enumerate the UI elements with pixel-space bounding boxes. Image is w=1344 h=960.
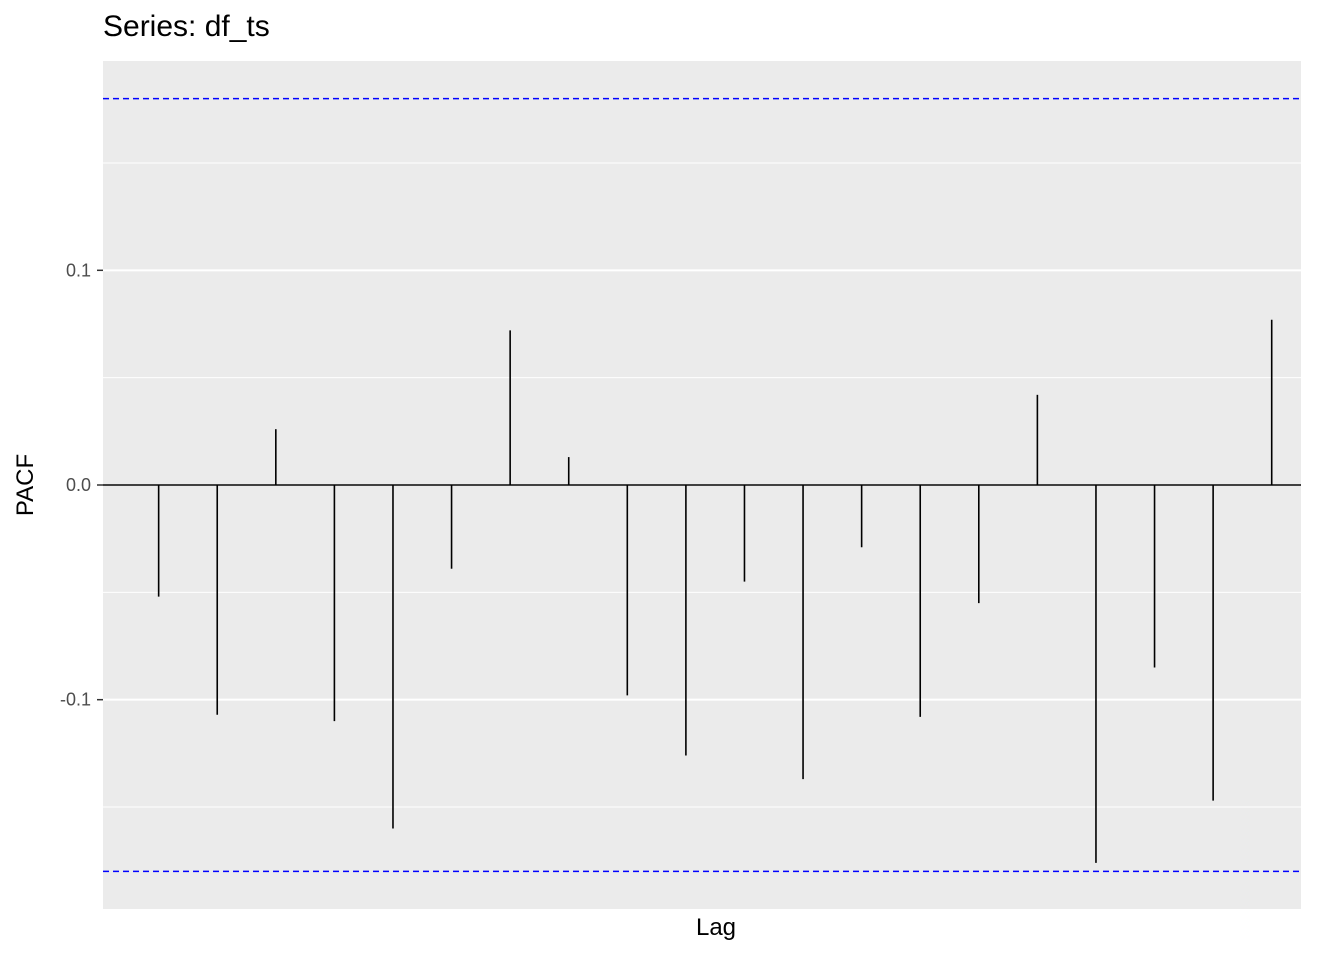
chart-title: Series: df_ts [103, 10, 270, 43]
y-axis-ticks: 0.1 0.0 -0.1 [60, 260, 103, 710]
pacf-bars [157, 319, 1273, 863]
y-tick-label: -0.1 [60, 690, 91, 710]
y-tick-label: 0.1 [66, 260, 91, 280]
x-axis-label: Lag [695, 914, 737, 941]
minor-gridlines [103, 162, 1301, 808]
y-tick-label: 0.0 [66, 475, 91, 495]
